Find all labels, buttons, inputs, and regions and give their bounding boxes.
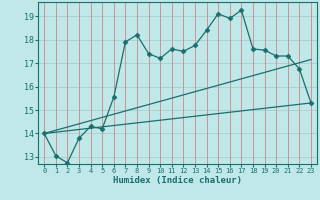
X-axis label: Humidex (Indice chaleur): Humidex (Indice chaleur) xyxy=(113,176,242,185)
